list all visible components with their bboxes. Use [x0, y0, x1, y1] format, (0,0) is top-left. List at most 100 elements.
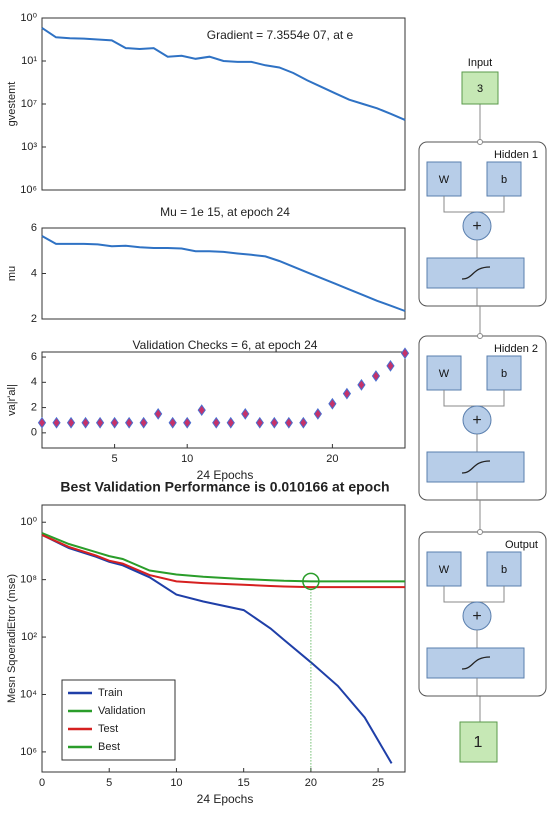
plot-area: [41, 227, 406, 320]
diamond-point: [197, 404, 206, 416]
y-tick-label: 10³: [21, 141, 37, 153]
y-tick-label: 10⁶: [20, 746, 37, 758]
port: [477, 529, 483, 535]
x-tick-label: 20: [326, 453, 338, 465]
diamond-point: [284, 416, 293, 429]
bias-box: [486, 551, 522, 587]
diamond-point: [66, 416, 76, 429]
y-tick-label: 4: [31, 267, 37, 279]
y-tick-label: 10⁴: [20, 688, 37, 700]
diamond-point: [270, 416, 279, 429]
legend-label: Test: [98, 723, 118, 735]
y-axis-label: gvestemt: [6, 82, 18, 127]
bias-label: b: [501, 564, 507, 576]
weight-label: W: [439, 174, 450, 186]
y-tick-label: 10⁶: [20, 184, 37, 196]
diamond-point: [110, 416, 119, 429]
activation-box: [426, 451, 525, 483]
diamond-point: [313, 408, 322, 420]
x-axis-label: 24 Epochs: [197, 468, 254, 482]
diamond-point: [255, 416, 264, 429]
diamond-point: [357, 378, 366, 391]
port: [477, 333, 483, 339]
x-tick-label: 10: [170, 777, 182, 789]
chart-title: Gradient = 7.3554e 07, at e: [207, 28, 354, 42]
chart-title: Validation Checks = 6, at epoch 24: [133, 338, 318, 352]
x-tick-label: 25: [372, 777, 384, 789]
weight-label: W: [439, 564, 450, 576]
diamond-point: [183, 416, 192, 429]
output-value: 1: [474, 734, 483, 751]
y-tick-label: 10⁰: [20, 12, 37, 24]
diamond-point: [37, 416, 47, 429]
y-tick-label: 10⁷: [21, 98, 37, 110]
input-label: Input: [468, 57, 492, 69]
y-tick-label: 10⁰: [20, 516, 37, 528]
layer-title: Hidden 1: [494, 149, 538, 161]
layer-title: Hidden 2: [494, 343, 538, 355]
diamond-point: [371, 370, 381, 382]
x-tick-label: 5: [112, 453, 118, 465]
y-tick-label: 6: [31, 222, 37, 234]
diamond-point: [299, 416, 308, 429]
sum-label: +: [472, 608, 481, 625]
x-tick-label: 5: [106, 777, 112, 789]
diamond-point: [212, 416, 221, 429]
diamond-point: [226, 416, 235, 429]
weight-box: [426, 161, 462, 197]
plot-area: [41, 351, 406, 449]
legend-label: Validation: [98, 705, 146, 717]
diamond-point: [139, 416, 148, 429]
x-tick-label: 10: [181, 453, 193, 465]
diamond-point: [81, 416, 90, 429]
y-tick-label: 2: [31, 401, 37, 413]
y-tick-label: 2: [31, 313, 37, 325]
data-line: [41, 235, 406, 312]
y-tick-label: 4: [31, 376, 37, 388]
input-box: [461, 71, 499, 105]
legend-label: Best: [98, 741, 120, 753]
y-tick-label: 10²: [21, 631, 37, 643]
activation-curve: [461, 266, 491, 280]
y-axis-label: Mesn SqoeradiEtror (mse): [6, 574, 18, 703]
x-tick-label: 15: [238, 777, 250, 789]
diamond-point: [328, 397, 337, 410]
chart-title: Best Validation Performance is 0.010166 …: [60, 479, 389, 495]
diamond-point: [168, 416, 177, 429]
y-tick-label: 10¹: [21, 55, 37, 67]
plot-area: [41, 17, 406, 191]
diamond-point: [400, 347, 410, 360]
diamond-point: [154, 408, 163, 420]
y-tick-label: 6: [31, 351, 37, 363]
best-marker: [302, 572, 320, 591]
weight-label: W: [439, 368, 450, 380]
series-line: [41, 533, 405, 589]
x-tick-label: 20: [305, 777, 317, 789]
series-line: [41, 532, 405, 583]
bias-label: b: [501, 174, 507, 186]
activation-curve: [461, 460, 491, 474]
diamond-point: [125, 416, 134, 429]
diamond-point: [386, 360, 395, 372]
x-tick-label: 0: [39, 777, 45, 789]
data-line: [41, 27, 406, 121]
y-axis-label: mu: [6, 266, 18, 281]
layer-title: Output: [505, 539, 538, 551]
sum-label: +: [472, 412, 481, 429]
bias-label: b: [501, 368, 507, 380]
sum-label: +: [472, 218, 481, 235]
diamond-point: [342, 387, 352, 400]
diamond-point: [95, 416, 105, 429]
activation-curve: [461, 656, 491, 670]
diamond-point: [52, 416, 61, 429]
port: [477, 139, 483, 145]
x-axis-label: 24 Epochs: [197, 792, 254, 806]
legend-label: Train: [98, 687, 123, 699]
activation-box: [426, 647, 525, 679]
y-axis-label: va|r'al|: [6, 384, 18, 416]
bias-box: [486, 355, 522, 391]
diamond-point: [241, 408, 250, 420]
output-box: [459, 721, 498, 763]
weight-box: [426, 551, 462, 587]
